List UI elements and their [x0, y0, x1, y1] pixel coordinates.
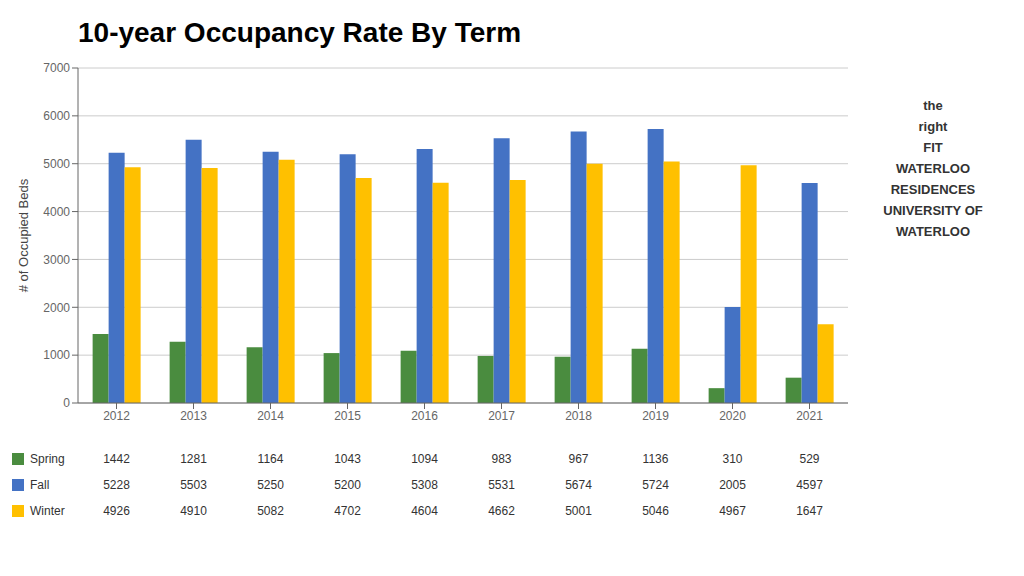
svg-text:2012: 2012 — [103, 409, 130, 423]
html-text:1647: 1647 — [796, 504, 823, 518]
svg-text:7000: 7000 — [43, 61, 70, 75]
html-text:5531: 5531 — [488, 478, 515, 492]
html-text:4702: 4702 — [334, 504, 361, 518]
html-text:5503: 5503 — [180, 478, 207, 492]
html-text:Fall: Fall — [30, 478, 50, 492]
html-text:Spring: Spring — [30, 452, 65, 466]
svg-text:2014: 2014 — [257, 409, 284, 423]
html-text:right: right — [918, 119, 948, 134]
html-text:WATERLOO: WATERLOO — [895, 161, 971, 176]
html-text:4604: 4604 — [411, 504, 438, 518]
svg-text:1000: 1000 — [43, 348, 70, 362]
html-text:1136: 1136 — [642, 452, 669, 466]
svg-text:4000: 4000 — [43, 205, 70, 219]
svg-text:2015: 2015 — [334, 409, 361, 423]
svg-text:2016: 2016 — [411, 409, 438, 423]
html-text:1442: 1442 — [103, 452, 130, 466]
svg-text:2018: 2018 — [565, 409, 592, 423]
svg-text:5000: 5000 — [43, 157, 70, 171]
html-text:5724: 5724 — [642, 478, 669, 492]
html-text:UNIVERSITY OF: UNIVERSITY OF — [883, 203, 983, 218]
svg-text:6000: 6000 — [43, 109, 70, 123]
html-text:5250: 5250 — [257, 478, 284, 492]
html-text:5674: 5674 — [565, 478, 592, 492]
svg-text:2013: 2013 — [180, 409, 207, 423]
svg-text:2021: 2021 — [796, 409, 823, 423]
html-text:5228: 5228 — [103, 478, 130, 492]
html-text:RESIDENCES: RESIDENCES — [890, 182, 976, 197]
html-text:the: the — [923, 98, 943, 113]
html-text:1094: 1094 — [411, 452, 438, 466]
html-text:529: 529 — [799, 452, 820, 466]
svg-text:0: 0 — [63, 396, 70, 410]
html-text:1043: 1043 — [334, 452, 361, 466]
html-text:Winter: Winter — [30, 504, 65, 518]
html-text:4926: 4926 — [103, 504, 130, 518]
html-text:967: 967 — [568, 452, 589, 466]
html-text:4662: 4662 — [488, 504, 515, 518]
html-text:1164: 1164 — [257, 452, 284, 466]
html-text:5001: 5001 — [565, 504, 592, 518]
svg-text:2017: 2017 — [488, 409, 515, 423]
html-text:WATERLOO: WATERLOO — [895, 224, 971, 239]
svg-text:2019: 2019 — [642, 409, 669, 423]
html-text:4967: 4967 — [719, 504, 746, 518]
html-text:10-year Occupancy Rate By Term: 10-year Occupancy Rate By Term — [78, 17, 521, 48]
html-text:1281: 1281 — [180, 452, 207, 466]
html-text:4597: 4597 — [796, 478, 823, 492]
html-text:2005: 2005 — [719, 478, 746, 492]
svg-text:2020: 2020 — [719, 409, 746, 423]
svg-text:3000: 3000 — [43, 253, 70, 267]
html-text:983: 983 — [491, 452, 512, 466]
html-text:310: 310 — [722, 452, 743, 466]
html-text:5308: 5308 — [411, 478, 438, 492]
html-text:5046: 5046 — [642, 504, 669, 518]
svg-text:# of Occupied Beds: # of Occupied Beds — [16, 178, 31, 292]
html-text:5200: 5200 — [334, 478, 361, 492]
html-text:FIT: FIT — [923, 140, 943, 155]
html-text:5082: 5082 — [257, 504, 284, 518]
svg-text:2000: 2000 — [43, 301, 70, 315]
html-text:4910: 4910 — [180, 504, 207, 518]
